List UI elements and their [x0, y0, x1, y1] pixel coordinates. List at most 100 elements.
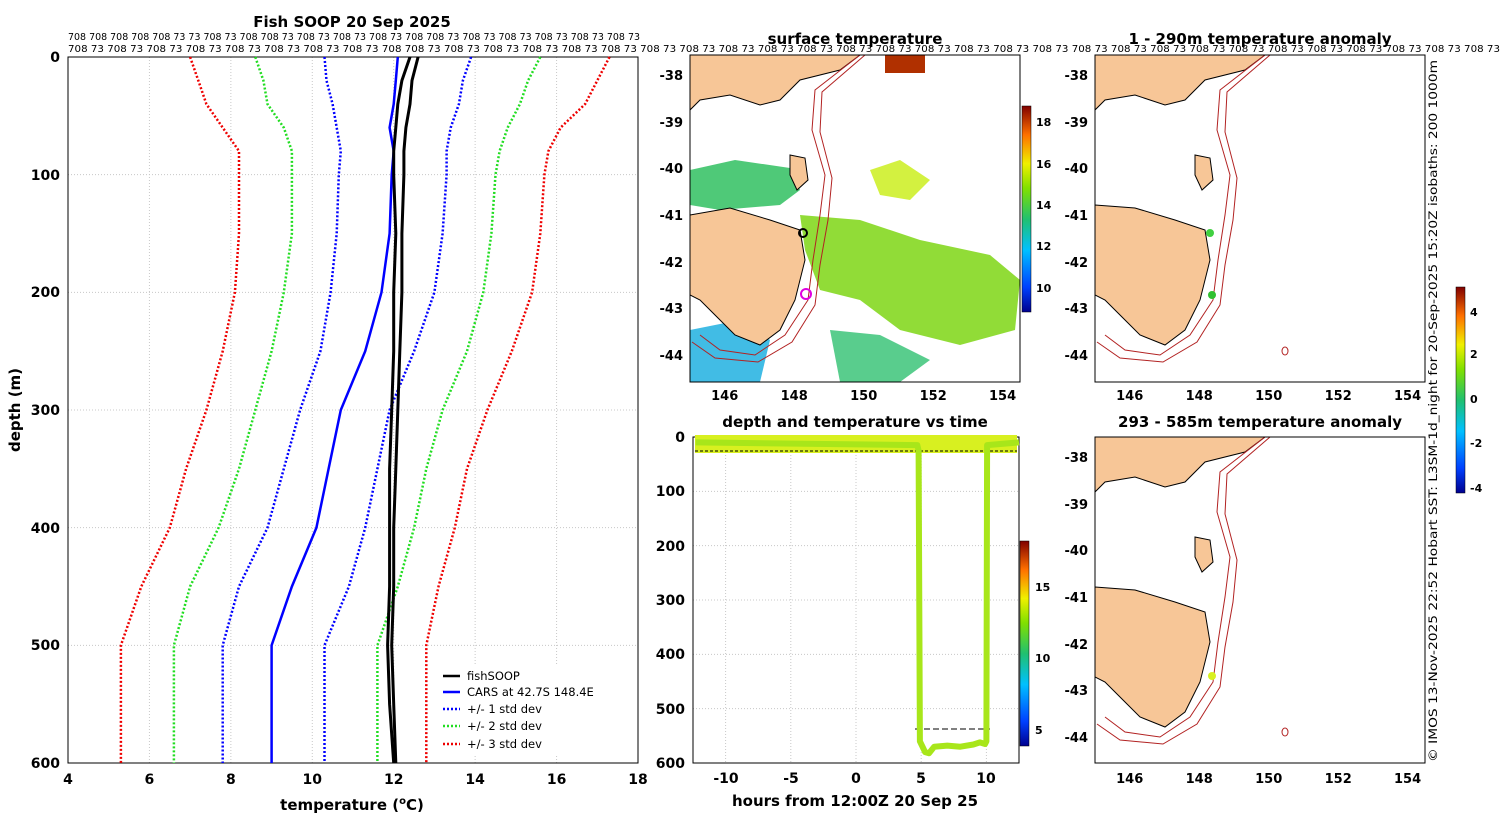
dt-xtick: 0 — [851, 771, 861, 787]
anomaly-map-lower: 293 - 585m temperature anomaly 146 148 1… — [1065, 413, 1426, 787]
credits-text: © IMOS 13-Nov-2025 22:52 Hobart SST: L3S… — [1426, 60, 1440, 762]
sst-isobath-200 — [699, 55, 861, 356]
dt-cbar-tick: 10 — [1035, 652, 1051, 665]
sst-patch-central — [800, 215, 1020, 345]
anom1-ytick: -38 — [1065, 69, 1089, 84]
sst-cbar-tick: 18 — [1036, 116, 1051, 129]
profile-xlabel: temperature (oC) — [280, 796, 424, 814]
sst-patch-west — [690, 160, 800, 210]
profile-title: Fish SOOP 20 Sep 2025 — [253, 13, 451, 31]
anom2-point — [1208, 672, 1216, 680]
sst-field — [690, 55, 1020, 382]
sst-isobath-1000 — [691, 55, 866, 363]
legend-entry: +/- 3 std dev — [467, 737, 542, 751]
anom2-ytick: -41 — [1065, 591, 1089, 606]
dt-track — [695, 439, 1020, 757]
profile-xtick: 10 — [303, 772, 323, 788]
sst-axes-box — [689, 54, 1021, 383]
anom1-xtick: 146 — [1116, 389, 1143, 404]
anom1-axes-box — [1094, 54, 1426, 383]
dt-cbar-tick: 15 — [1035, 581, 1050, 594]
legend-entry: +/- 1 std dev — [467, 702, 542, 716]
sst-tasmania — [690, 207, 806, 346]
top-strip-row-2: 708 73 708 73 708 73 708 73 708 73 708 7… — [68, 44, 1500, 55]
profile-xtick: 14 — [465, 772, 485, 788]
profile-series-std3 — [425, 56, 611, 763]
anomaly-map-upper: 1 - 290m temperature anomaly 146 148 150… — [1065, 30, 1426, 404]
profile-ytick: 100 — [31, 168, 60, 184]
profile-ytick: 300 — [31, 403, 60, 419]
profile-xtick: 18 — [628, 772, 647, 788]
profile-series-std2 — [172, 56, 294, 763]
anomaly-colorbar-bar — [1455, 286, 1466, 494]
profile-legend: fishSOOP CARS at 42.7S 148.4E +/- 1 std … — [437, 664, 627, 756]
anom1-ytick: -40 — [1065, 162, 1089, 177]
profile-ytick: 0 — [50, 50, 60, 66]
sst-title: surface temperature — [768, 30, 943, 48]
profile-grid — [67, 56, 639, 764]
dt-xtick: -5 — [783, 771, 799, 787]
anom2-xtick: 146 — [1116, 772, 1143, 787]
anom1-point-a — [1206, 229, 1214, 237]
anom2-flinders-island — [1194, 536, 1214, 573]
anom2-y-ticks: -38 -39 -40 -41 -42 -43 -44 — [1065, 451, 1089, 746]
sst-ytick: -40 — [660, 162, 684, 177]
anom1-ytick: -39 — [1065, 116, 1089, 131]
profile-ytick: 200 — [31, 285, 60, 301]
sst-xtick: 150 — [850, 389, 877, 404]
anom2-xtick: 150 — [1255, 772, 1282, 787]
anom1-seamount — [1281, 346, 1289, 356]
anom1-ytick: -44 — [1065, 349, 1089, 364]
anom1-x-ticks: 146 148 150 152 154 — [1116, 389, 1421, 404]
profile-ytick: 500 — [31, 638, 60, 654]
legend-entry: +/- 2 std dev — [467, 719, 542, 733]
anom1-isobath-1000 — [1096, 55, 1271, 363]
profile-xtick: 12 — [384, 772, 403, 788]
sst-patch-south — [830, 330, 930, 382]
anom2-seamount — [1281, 727, 1289, 737]
sst-cbar-tick: 10 — [1036, 282, 1052, 295]
anom1-ytick: -43 — [1065, 302, 1089, 317]
profile-series-std1 — [221, 56, 343, 763]
dt-ytick: 200 — [656, 539, 685, 555]
dt-grid — [693, 437, 1019, 763]
profile-xlabel-main: temperature ( — [280, 796, 399, 814]
sst-patch-east — [870, 160, 930, 200]
dt-xlabel: hours from 12:00Z 20 Sep 25 — [732, 792, 978, 810]
sst-profile-location — [800, 288, 812, 300]
sst-x-ticks: 146 148 150 152 154 — [711, 389, 1016, 404]
anom1-tasmania — [1095, 204, 1211, 346]
profile-xlabel-unit: C) — [406, 796, 424, 814]
profile-chart: Fish SOOP 20 Sep 2025 4 6 8 10 12 14 16 … — [6, 13, 648, 814]
dt-title: depth and temperature vs time — [722, 413, 988, 431]
dt-y-ticks: 0 100 200 300 400 500 600 — [656, 430, 685, 772]
dt-x-ticks: -10 -5 0 5 10 — [713, 771, 996, 787]
dt-colorbar: 5 10 15 — [1019, 540, 1051, 747]
legend-box — [437, 664, 627, 756]
dt-ytick: 0 — [675, 430, 685, 446]
sst-ytick: -39 — [660, 116, 684, 131]
dt-ytick: 400 — [656, 647, 685, 663]
anom-cbar-tick: -2 — [1470, 437, 1482, 450]
anom1-xtick: 150 — [1255, 389, 1282, 404]
anom2-ytick: -44 — [1065, 731, 1089, 746]
sst-xtick: 148 — [781, 389, 808, 404]
legend-entry: CARS at 42.7S 148.4E — [467, 685, 594, 699]
anom-cbar-tick: 2 — [1470, 348, 1478, 361]
sst-cbar-tick: 12 — [1036, 240, 1051, 253]
anom2-isobath-1000 — [1096, 437, 1271, 745]
sst-cbar-tick: 14 — [1036, 199, 1052, 212]
anom2-axes-box — [1094, 436, 1426, 764]
anom2-ytick: -39 — [1065, 498, 1089, 513]
profile-axes-box — [67, 56, 639, 764]
sst-ytick: -42 — [660, 256, 684, 271]
anom2-x-ticks: 146 148 150 152 154 — [1116, 772, 1421, 787]
sst-xtick: 152 — [920, 389, 947, 404]
sst-vessel-track-marker — [798, 228, 808, 238]
sst-map: surface temperature 146 148 150 152 154 — [660, 30, 1052, 404]
anom2-ytick: -42 — [1065, 638, 1089, 653]
sst-ytick: -38 — [660, 69, 684, 84]
anom-cbar-tick: 0 — [1470, 393, 1478, 406]
dt-colorbar-bar — [1019, 540, 1030, 747]
